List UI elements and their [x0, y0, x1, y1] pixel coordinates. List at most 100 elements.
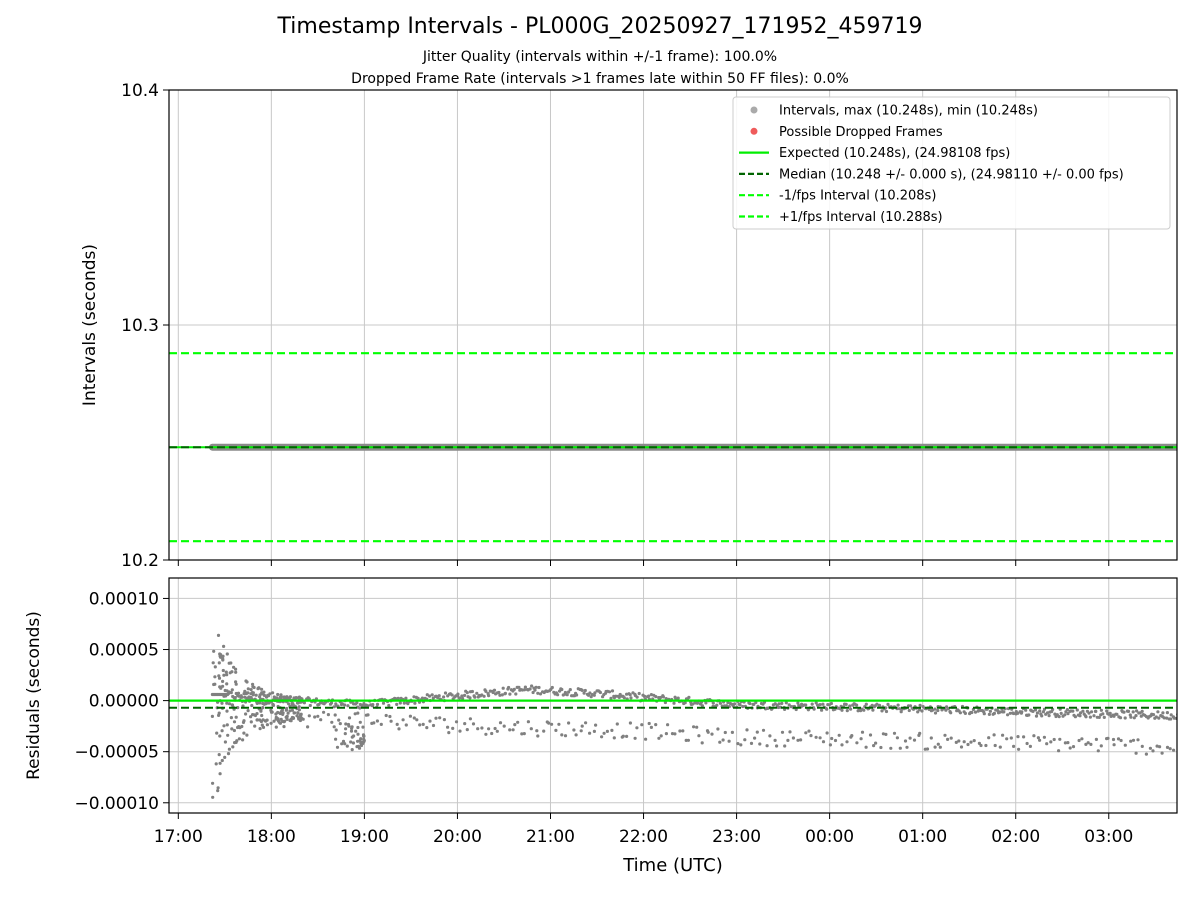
residual-point-210 — [517, 685, 521, 689]
residual-point-908 — [1038, 738, 1042, 742]
residual-point-170 — [461, 696, 465, 701]
residual-point-795 — [654, 723, 658, 727]
residual-point-828 — [765, 744, 769, 748]
residual-point-1255 — [349, 740, 353, 744]
residual-point-940 — [1148, 746, 1152, 750]
residual-point-1135 — [264, 719, 268, 723]
residual-point-224 — [536, 691, 540, 695]
residual-point-136 — [413, 701, 417, 705]
residual-point-193 — [492, 688, 497, 692]
residual-point-913 — [1057, 749, 1061, 753]
residual-point-1179 — [288, 695, 292, 699]
residual-point-770 — [567, 721, 571, 725]
residual-point-883 — [954, 740, 958, 745]
residual-point-580 — [1033, 708, 1038, 712]
residual-point-814 — [718, 740, 722, 744]
residual-point-1154 — [232, 720, 237, 724]
residual-point-146 — [428, 694, 432, 698]
residual-point-1089 — [217, 753, 221, 757]
bottom-ytick-label-2: 0.00000 — [89, 692, 159, 712]
residual-point-22 — [254, 693, 258, 697]
residual-point-14 — [243, 695, 247, 699]
top-ytick-label-2: 10.4 — [121, 81, 159, 101]
residual-point-910 — [1045, 742, 1049, 746]
residual-point-291 — [629, 696, 633, 700]
residual-point-899 — [1009, 736, 1013, 740]
residual-point-858 — [868, 733, 873, 737]
residual-point-1098 — [269, 721, 273, 725]
residual-point-652 — [1134, 714, 1138, 718]
residual-point-1122 — [251, 691, 255, 695]
residual-point-410 — [796, 701, 800, 705]
residual-point-963 — [214, 762, 218, 766]
residual-point-187 — [484, 689, 488, 694]
residual-point-548 — [988, 709, 993, 713]
residual-point-1079 — [261, 718, 265, 722]
residual-point-757 — [522, 732, 526, 736]
residual-point-674 — [1165, 716, 1169, 720]
residual-point-1008 — [232, 728, 236, 733]
residual-point-220 — [531, 690, 535, 695]
residual-point-846 — [828, 743, 833, 747]
residual-point-1159 — [249, 692, 253, 696]
residual-point-287 — [625, 692, 629, 696]
residual-point-312 — [658, 695, 663, 700]
residual-point-950 — [249, 720, 253, 724]
residual-point-423 — [814, 701, 818, 705]
residual-point-630 — [1102, 715, 1106, 720]
residual-point-897 — [1001, 733, 1005, 737]
residual-point-1073 — [216, 633, 221, 638]
residual-point-818 — [730, 730, 735, 735]
residual-point-745 — [484, 732, 488, 736]
residual-point-869 — [905, 745, 909, 749]
residual-point-867 — [898, 746, 902, 750]
residual-point-754 — [513, 723, 517, 727]
residual-point-802 — [678, 729, 682, 733]
residual-point-597 — [1057, 715, 1061, 719]
residual-point-238 — [556, 693, 560, 697]
residual-point-775 — [584, 721, 588, 725]
residual-point-714 — [375, 719, 379, 723]
residual-point-951 — [220, 729, 224, 733]
residual-point-1188 — [230, 688, 234, 692]
residual-point-1235 — [356, 725, 360, 730]
residual-point-198 — [500, 693, 504, 697]
top-ytick-label-1: 10.3 — [121, 316, 159, 336]
bottom-xtick-label-10: 03:00 — [1084, 827, 1133, 847]
residual-point-820 — [739, 743, 743, 747]
residual-point-733 — [442, 718, 446, 722]
residual-point-937 — [1136, 738, 1140, 742]
residual-point-1158 — [217, 661, 221, 665]
residual-point-1223 — [226, 692, 230, 697]
residual-point-705 — [347, 716, 352, 720]
residual-point-919 — [1077, 738, 1081, 743]
residual-point-744 — [480, 726, 484, 730]
residual-point-1254 — [359, 743, 363, 747]
residual-point-300 — [643, 694, 647, 699]
residual-point-1141 — [225, 723, 229, 727]
residual-point-1192 — [225, 652, 229, 656]
residual-point-739 — [463, 722, 467, 726]
residual-point-1114 — [266, 694, 271, 698]
residual-point-1086 — [221, 658, 225, 662]
residual-point-915 — [1063, 741, 1067, 745]
residual-point-782 — [610, 728, 614, 733]
residual-point-1240 — [347, 724, 351, 728]
residual-point-700 — [330, 720, 334, 724]
residual-point-1124 — [270, 710, 274, 714]
residual-point-645 — [1123, 716, 1127, 720]
residual-point-723 — [408, 714, 412, 718]
residual-point-879 — [938, 745, 942, 749]
residual-point-1074 — [288, 709, 292, 713]
residual-point-219 — [530, 684, 534, 688]
residual-point-868 — [903, 739, 908, 743]
residual-point-1243 — [332, 725, 336, 729]
residual-point-123 — [395, 702, 399, 707]
residual-point-729 — [428, 719, 432, 723]
residual-point-686 — [282, 725, 286, 729]
residual-point-1062 — [216, 789, 220, 793]
residual-point-148 — [430, 693, 434, 697]
residual-point-1111 — [259, 709, 263, 713]
residual-point-109 — [375, 702, 380, 707]
residual-point-742 — [471, 722, 476, 726]
